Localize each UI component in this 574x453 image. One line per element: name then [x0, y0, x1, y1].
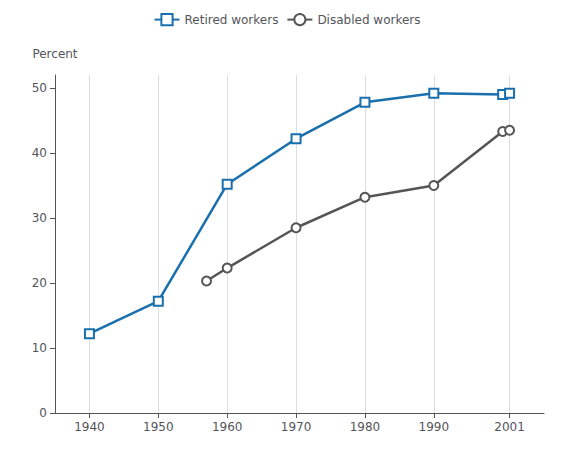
svg-text:30: 30	[32, 211, 47, 225]
svg-text:1960: 1960	[212, 420, 243, 434]
svg-text:Retired workers: Retired workers	[184, 13, 278, 27]
svg-text:1990: 1990	[419, 420, 450, 434]
svg-text:0: 0	[39, 406, 47, 420]
svg-text:20: 20	[32, 276, 47, 290]
svg-text:2001: 2001	[494, 420, 525, 434]
svg-text:1940: 1940	[74, 420, 105, 434]
svg-text:10: 10	[32, 341, 47, 355]
svg-text:50: 50	[32, 81, 47, 95]
svg-text:40: 40	[32, 146, 47, 160]
svg-text:Disabled workers: Disabled workers	[317, 13, 420, 27]
svg-text:1980: 1980	[350, 420, 381, 434]
svg-text:Percent: Percent	[32, 47, 77, 61]
svg-text:1950: 1950	[143, 420, 174, 434]
svg-text:1970: 1970	[281, 420, 312, 434]
